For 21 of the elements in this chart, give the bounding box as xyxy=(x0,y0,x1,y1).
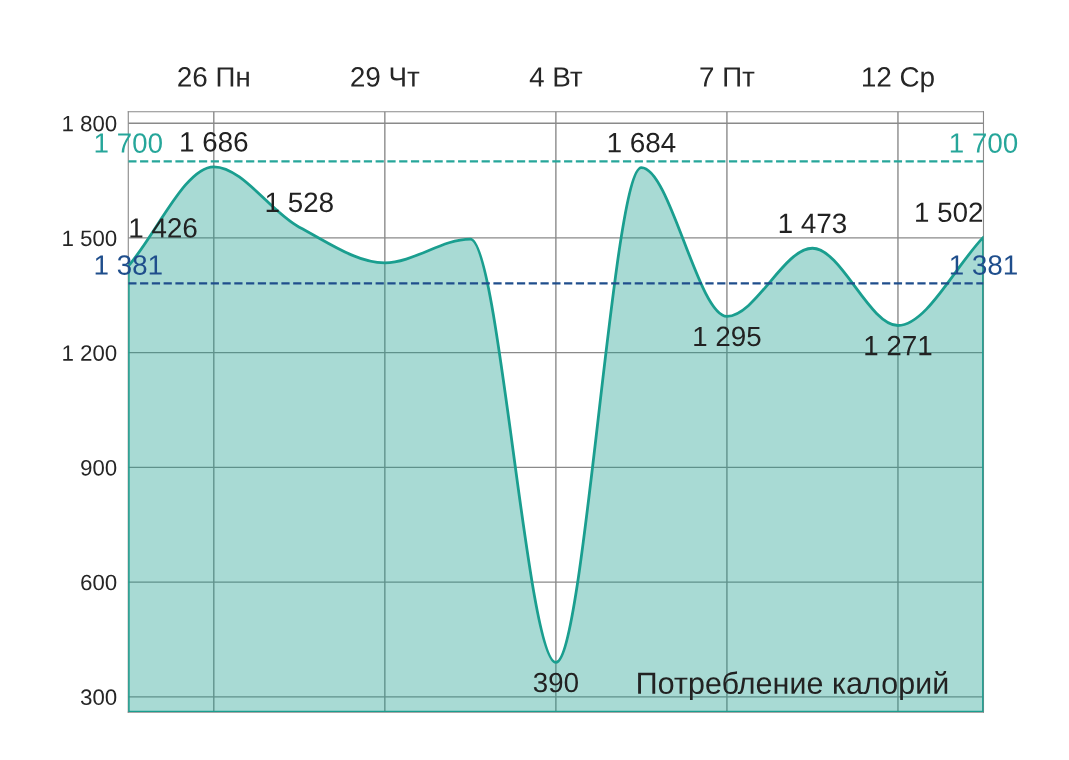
data-label: 1 473 xyxy=(779,213,846,234)
x-tick-label: 12 Ср xyxy=(863,67,934,93)
data-label: 1 271 xyxy=(865,335,932,356)
y-tick-label: 600 xyxy=(81,574,117,591)
x-tick-label: 7 Пт xyxy=(700,67,755,87)
annotation: Потребление калорий xyxy=(638,671,948,701)
data-label: 1 684 xyxy=(608,132,676,153)
x-tick-label: 29 Чт xyxy=(351,67,420,87)
data-label: 1 502 xyxy=(916,202,983,223)
y-tick-label: 300 xyxy=(80,689,117,706)
ref-line-label: 1 700 xyxy=(95,133,162,153)
y-tick-label: 900 xyxy=(81,459,117,476)
text: 1 700 xyxy=(950,133,1018,153)
data-label: 1 295 xyxy=(694,326,761,347)
data-label: 1 686 xyxy=(181,132,248,152)
y-tick-label: 1 500 xyxy=(63,230,117,247)
y-tick-label: 1 200 xyxy=(63,345,117,361)
y-tick-label: 1 800 xyxy=(63,115,117,132)
data-label: 390 xyxy=(533,672,578,693)
x-tick-label: 26 Пн xyxy=(178,67,249,87)
x-tick-label: 4 Вт xyxy=(529,67,583,87)
